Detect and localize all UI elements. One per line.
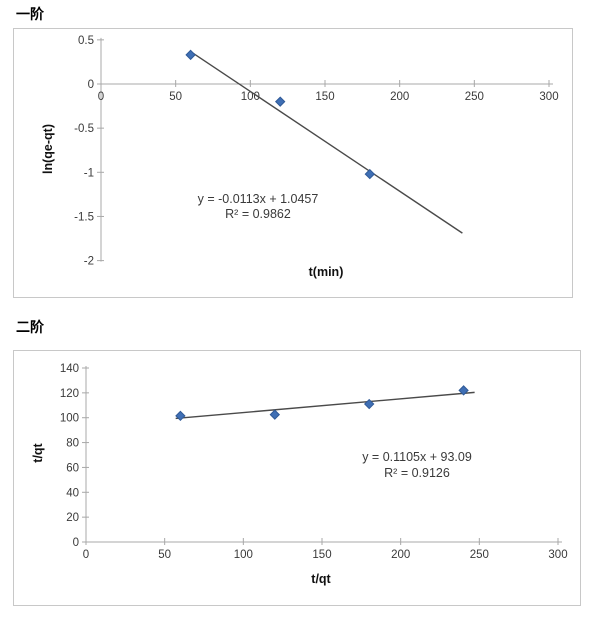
data-point <box>185 49 196 61</box>
y-axis-label: ln(qe-qt) <box>41 124 55 174</box>
x-tick-label: 150 <box>315 91 334 103</box>
x-tick-label: 0 <box>98 91 104 103</box>
x-tick-label: 250 <box>470 549 489 561</box>
first-order-chart: 0 50 100 150 200 250 300 0.5 0 -0.5 -1 -1.5 -2 y = -0… <box>13 28 573 298</box>
y-tick-label: 0.5 <box>78 35 94 47</box>
x-tick-label: 200 <box>390 91 409 103</box>
data-point <box>269 409 281 420</box>
y-tick-label: 0 <box>73 537 79 549</box>
y-tick-label: 120 <box>60 388 79 400</box>
y-tick-label: 20 <box>66 512 79 524</box>
second-order-section-title: 二阶 <box>16 319 44 335</box>
x-tick-label: 300 <box>548 549 567 561</box>
y-tick-label: -2 <box>84 256 94 268</box>
y-tick-label: -1 <box>84 167 94 179</box>
second-order-chart-canvas: 0 50 100 150 200 250 300 0 20 40 60 80 100 120 140 y = … <box>31 363 568 586</box>
y-tick-label: 100 <box>60 413 79 425</box>
x-tick-label: 150 <box>312 549 331 561</box>
x-axis-label: t(min) <box>309 265 344 279</box>
x-tick-label: 50 <box>169 91 182 103</box>
equation-label: y = 0.1105x + 93.09 <box>362 450 472 464</box>
y-tick-label: -1.5 <box>74 211 94 223</box>
r-squared-label: R² = 0.9862 <box>225 207 291 221</box>
x-tick-label: 100 <box>234 549 253 561</box>
trendline <box>175 391 475 420</box>
y-axis-label: t/qt <box>31 442 45 462</box>
data-point <box>364 168 376 180</box>
first-order-section-title: 一阶 <box>16 6 44 22</box>
r-squared-label: R² = 0.9126 <box>384 466 450 480</box>
y-tick-label: 80 <box>66 438 79 450</box>
x-tick-label: 250 <box>465 91 484 103</box>
x-axis-label: t/qt <box>311 572 331 586</box>
data-point <box>363 398 375 410</box>
y-tick-label: 60 <box>66 462 79 474</box>
equation-label: y = -0.0113x + 1.0457 <box>198 192 319 206</box>
x-tick-label: 300 <box>539 91 558 103</box>
data-point <box>458 385 469 396</box>
data-point <box>274 96 286 107</box>
y-tick-label: -0.5 <box>74 123 94 135</box>
x-tick-label: 0 <box>83 549 89 561</box>
second-order-chart: 0 50 100 150 200 250 300 0 20 40 60 80 100 120 140 y = … <box>13 350 581 606</box>
data-point <box>175 410 186 422</box>
trendline <box>191 51 463 234</box>
x-tick-label: 50 <box>158 549 171 561</box>
y-tick-label: 40 <box>66 487 79 499</box>
y-tick-label: 0 <box>88 79 94 91</box>
y-tick-label: 140 <box>60 363 79 375</box>
x-tick-label: 100 <box>241 91 260 103</box>
first-order-chart-canvas: 0 50 100 150 200 250 300 0.5 0 -0.5 -1 -1.5 -2 y = -0… <box>41 35 559 279</box>
x-tick-label: 200 <box>391 549 410 561</box>
